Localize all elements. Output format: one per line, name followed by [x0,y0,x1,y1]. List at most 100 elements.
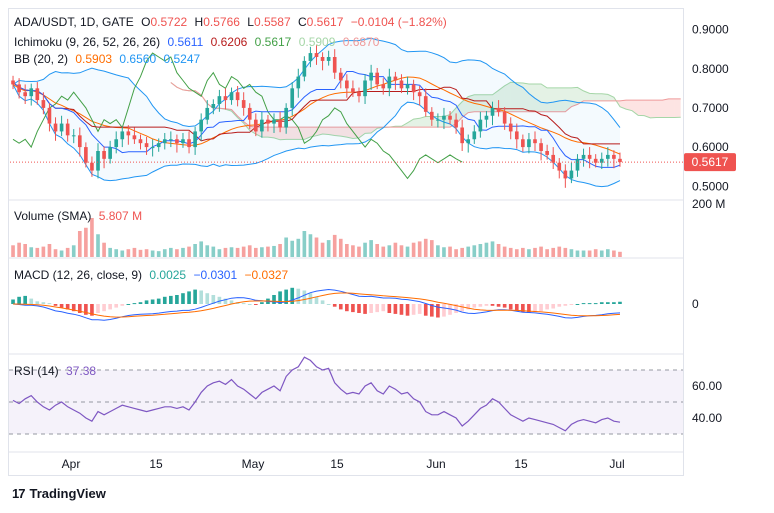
candle-body [521,139,525,148]
volume-bar [320,242,325,257]
bb-v3: 0.5247 [163,52,201,66]
volume-bar [581,250,586,257]
tradingview-brand[interactable]: 17 TradingView [12,486,106,501]
macd-histogram-bar [35,301,40,304]
rsi-value: 37.38 [66,364,97,378]
ichimoku-lagging-span [12,52,463,180]
candle-body [490,107,495,116]
candle-body [502,111,507,124]
candle-body [199,119,204,132]
ichimoku-cloud-segment [595,93,602,101]
ichimoku-cloud-segment [419,116,426,128]
volume-bar [241,246,246,257]
volume-bar [521,247,525,257]
volume-legend[interactable]: Volume (SMA) 5.807 M [14,209,146,224]
candle-body [533,139,537,144]
rsi-legend[interactable]: RSI (14) 37.38 [14,364,100,379]
bb-band-fill [13,38,620,187]
macd-legend[interactable]: MACD (12, 26, close, 9) 0.0025 −0.0301 −… [14,268,292,283]
macd-histogram-bar [502,304,507,308]
volume-bar [332,234,337,257]
macd-histogram-bar [575,304,580,305]
ichimoku-cloud-segment [528,84,535,112]
chart-frame [8,8,684,476]
brand-name: TradingView [29,486,106,501]
candle-body [65,123,70,136]
symbol-line: ADA/USDT, 1D, GATE [14,15,134,29]
macd-histogram-bar [442,304,446,317]
candle-body [557,162,562,171]
bb-legend[interactable]: BB (20, 2) 0.5903 0.6560 0.5247 [14,52,204,67]
volume-bar [527,249,531,257]
volume-bar [138,249,143,257]
ichimoku-cloud-segment [328,127,335,136]
volume-bar [193,244,197,257]
candle-body [429,111,434,120]
macd-histogram-bar [114,304,119,308]
macd-histogram-bar [41,302,46,304]
volume-bar [35,247,40,257]
macd-histogram-bar [247,304,252,305]
candle-body [308,53,313,61]
macd-histogram-bar [302,290,307,304]
volume-bar [587,250,592,257]
candle-body [338,72,343,81]
candle-body [247,107,252,120]
ichimoku-cloud-segment [638,100,645,116]
candle-body [193,131,197,148]
macd-histogram-bar [472,304,477,308]
ichimoku-v1: 0.5611 [167,35,204,49]
macd-histogram-bar [169,295,173,304]
volume-bar [557,246,562,257]
candle-body [260,119,264,132]
macd-histogram-bar [126,304,131,305]
macd-histogram-bar [466,304,471,310]
rsi-label: RSI (14) [14,364,59,378]
candle-body [496,107,501,112]
candle-body [175,139,179,144]
volume-bar [53,249,58,257]
candle-body [302,60,307,77]
time-axis-label: 15 [149,457,163,471]
candle-body [375,72,380,85]
volume-bar [260,247,264,257]
volume-bar [229,247,234,257]
volume-bar [90,218,94,257]
macd-histogram-bar [429,304,434,317]
candle-body [454,119,458,128]
volume-bar [448,246,452,257]
macd-histogram-bar [599,302,604,304]
candle-body [71,135,76,137]
macd-histogram-bar [357,304,361,313]
candle-body [77,135,82,148]
volume-bar [545,249,549,257]
candle-body [144,143,149,148]
ichimoku-cloud-segment [413,118,420,128]
candle-body [545,151,549,155]
volume-bar [302,231,307,257]
macd-histogram-bar [508,304,513,310]
macd-histogram-bar [351,304,355,313]
macd-label: MACD (12, 26, close, 9) [14,268,143,282]
macd-line [12,288,621,321]
candle-body [618,158,622,163]
candle-body [241,100,246,108]
volume-bar [375,244,380,257]
volume-bar [460,247,464,257]
rsi-tick-label: 40.00 [692,411,722,425]
ichimoku-v4: 0.5909 [298,35,336,49]
macd-histogram-bar [187,291,191,304]
macd-histogram-bar [17,296,21,304]
volume-bar [496,244,501,257]
candle-body [138,139,143,144]
ichimoku-legend[interactable]: Ichimoku (9, 26, 52, 26, 26) 0.5611 0.62… [14,35,383,50]
candle-body [411,84,416,93]
volume-bar [253,247,258,257]
macd-histogram-bar [484,304,489,306]
candle-body [11,80,15,85]
macd-histogram-bar [84,304,88,315]
volume-bar [381,246,386,257]
ichimoku-v5: 0.6870 [342,35,380,49]
ichimoku-cloud-segment [358,127,366,138]
